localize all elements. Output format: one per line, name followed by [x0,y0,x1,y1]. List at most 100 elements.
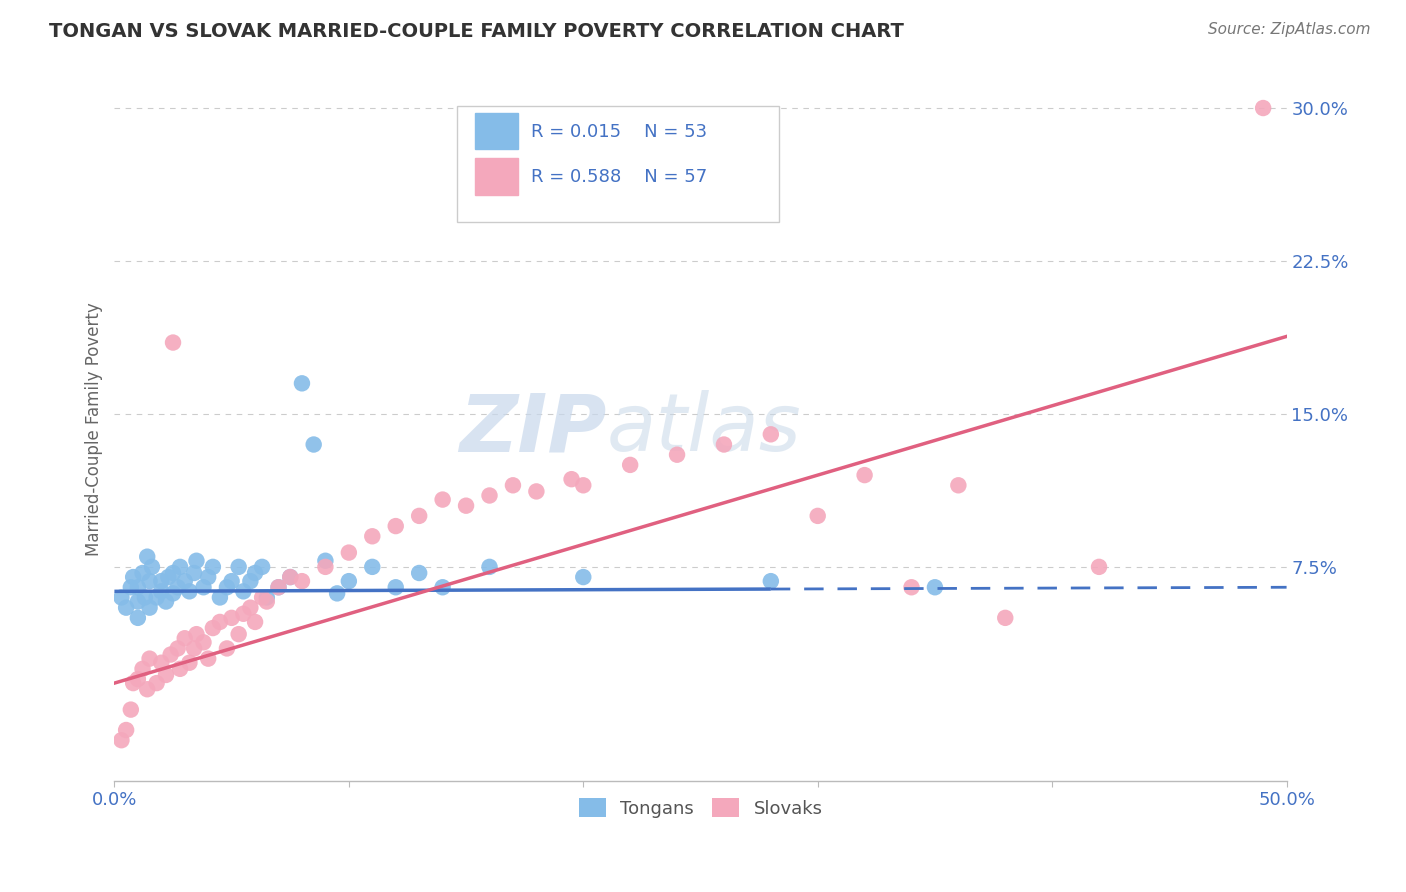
Point [173,632,195,646]
Point [478,560,501,574]
Point [197,651,219,665]
Point [166,641,188,656]
Point [138,651,160,665]
Point [924,580,946,594]
Point [572,570,595,584]
Text: Source: ZipAtlas.com: Source: ZipAtlas.com [1208,22,1371,37]
Point [115,723,138,737]
FancyBboxPatch shape [475,112,517,149]
Point [155,668,177,682]
Point [145,591,167,605]
Point [759,574,782,589]
Text: R = 0.588    N = 57: R = 0.588 N = 57 [530,169,707,186]
Point [136,682,159,697]
Point [208,591,231,605]
Point [127,580,149,594]
Point [150,584,173,599]
Point [141,560,163,574]
Point [302,437,325,451]
Point [1088,560,1111,574]
Point [526,484,548,499]
Point [215,641,238,656]
Point [994,611,1017,625]
Point [145,676,167,690]
Point [502,478,524,492]
Point [759,427,782,442]
Point [384,580,406,594]
Point [159,648,181,662]
Point [183,641,205,656]
Point [478,488,501,502]
Point [232,584,254,599]
Point [243,566,266,580]
Point [208,615,231,629]
Point [173,574,195,589]
Point [155,594,177,608]
Point [228,560,250,574]
Point [127,672,149,686]
Point [239,574,262,589]
Point [250,591,273,605]
Point [572,478,595,492]
Point [150,656,173,670]
Point [131,662,153,676]
Point [291,376,314,391]
Point [166,580,188,594]
Text: TONGAN VS SLOVAK MARRIED-COUPLE FAMILY POVERTY CORRELATION CHART: TONGAN VS SLOVAK MARRIED-COUPLE FAMILY P… [49,22,904,41]
Point [408,566,430,580]
Text: R = 0.015    N = 53: R = 0.015 N = 53 [530,123,707,141]
Point [267,580,290,594]
Point [221,574,243,589]
Point [713,437,735,451]
Point [256,591,278,605]
Point [162,566,184,580]
Point [278,570,301,584]
Point [110,733,132,747]
Point [221,611,243,625]
FancyBboxPatch shape [457,105,779,222]
Point [138,600,160,615]
Point [201,560,224,574]
Point [162,335,184,350]
Point [666,448,689,462]
Point [619,458,641,472]
Point [432,492,454,507]
Point [361,560,384,574]
Point [179,584,201,599]
Point [122,570,145,584]
Text: ZIP: ZIP [460,390,607,468]
Point [131,566,153,580]
Point [384,519,406,533]
Point [1251,101,1274,115]
Point [197,570,219,584]
Point [326,586,349,600]
Point [561,472,583,486]
Point [432,580,454,594]
Text: atlas: atlas [607,390,801,468]
Point [169,662,191,676]
Point [201,621,224,635]
Point [314,554,336,568]
FancyBboxPatch shape [475,159,517,195]
Point [120,580,142,594]
Point [256,594,278,608]
Point [183,566,205,580]
Point [408,508,430,523]
Point [291,574,314,589]
Point [122,676,145,690]
Point [278,570,301,584]
Point [314,560,336,574]
Point [243,615,266,629]
Point [186,554,208,568]
Point [807,508,830,523]
Point [232,607,254,621]
Point [337,546,360,560]
Point [179,656,201,670]
Y-axis label: Married-Couple Family Poverty: Married-Couple Family Poverty [86,302,103,556]
Point [193,635,215,649]
Point [138,574,160,589]
Point [162,586,184,600]
Point [215,580,238,594]
Point [186,627,208,641]
Point [250,560,273,574]
